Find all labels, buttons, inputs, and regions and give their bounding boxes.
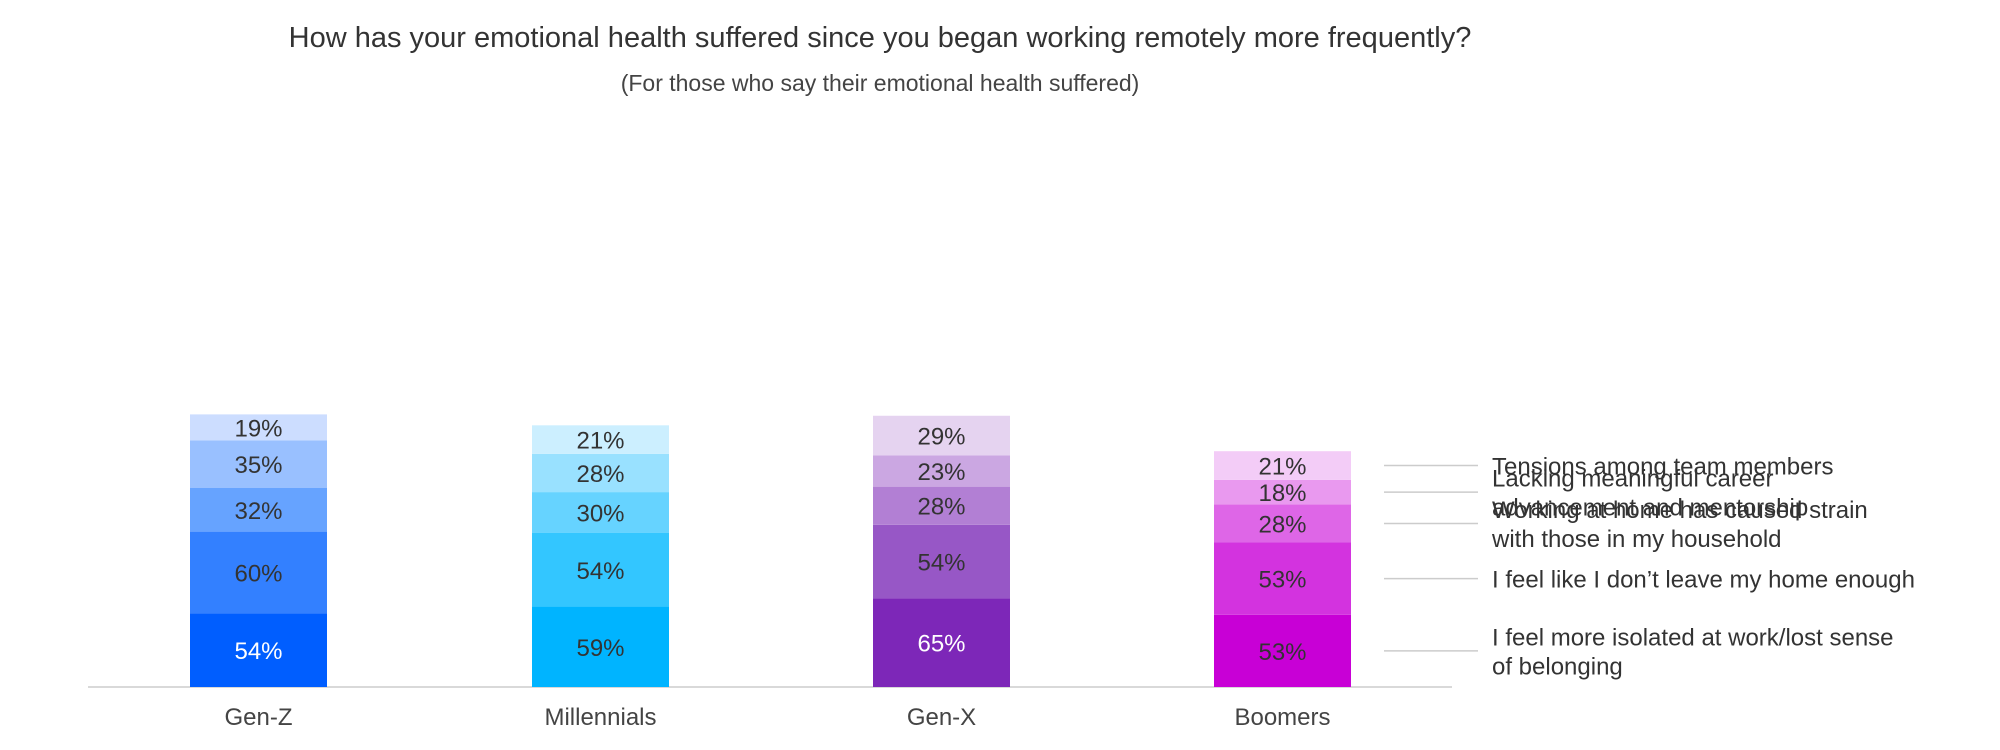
data-label: 54% — [234, 638, 282, 665]
bar-segment-millennials-4 — [532, 453, 669, 493]
x-tick-label: Gen-X — [907, 704, 976, 731]
legend-label: I feel like I don’t leave my home enough — [1492, 567, 1915, 594]
bar-segment-millennials-1 — [532, 606, 669, 687]
bar-segment-boomers-3 — [1214, 504, 1351, 543]
bar-segment-millennials-2 — [532, 532, 669, 607]
data-label: 19% — [234, 415, 282, 442]
data-label: 29% — [917, 424, 965, 451]
bar-segment-gen-x-3 — [873, 486, 1010, 525]
data-label: 28% — [917, 494, 965, 521]
bar-segment-gen-x-5 — [873, 415, 1010, 456]
legend-label: I feel more isolated at work/lost sense — [1492, 624, 1894, 651]
x-tick-label: Gen-Z — [224, 704, 292, 731]
bar-segment-boomers-1 — [1214, 614, 1351, 687]
data-label: 60% — [234, 561, 282, 588]
data-label: 23% — [917, 459, 965, 486]
bar-segment-boomers-4 — [1214, 479, 1351, 505]
legend-label: Working at home has caused strain — [1492, 497, 1868, 524]
bar-segment-gen-z-4 — [190, 440, 327, 489]
data-label: 18% — [1258, 480, 1306, 507]
data-label: 32% — [234, 498, 282, 525]
bar-segment-gen-x-4 — [873, 455, 1010, 487]
bar-segment-gen-z-5 — [190, 414, 327, 441]
data-label: 65% — [917, 631, 965, 658]
data-label: 35% — [234, 452, 282, 479]
data-label: 28% — [576, 461, 624, 488]
bar-segment-gen-x-2 — [873, 524, 1010, 599]
legend-label: with those in my household — [1491, 526, 1782, 553]
legend-label: of belonging — [1492, 653, 1623, 680]
data-label: 30% — [576, 501, 624, 528]
data-label: 53% — [1258, 567, 1306, 594]
data-label: 53% — [1258, 639, 1306, 666]
bar-segment-gen-x-1 — [873, 598, 1010, 687]
bar-segment-gen-z-3 — [190, 488, 327, 532]
x-tick-label: Millennials — [544, 704, 656, 731]
legend-label: Lacking meaningful career — [1492, 466, 1774, 493]
chart-title: How has your emotional health suffered s… — [288, 22, 1472, 54]
data-label: 54% — [576, 558, 624, 585]
bar-segment-gen-z-1 — [190, 613, 327, 687]
chart-subtitle: (For those who say their emotional healt… — [620, 70, 1140, 96]
bar-segment-boomers-5 — [1214, 451, 1351, 480]
x-tick-label: Boomers — [1234, 704, 1330, 731]
data-label: 21% — [576, 428, 624, 455]
bar-segment-millennials-3 — [532, 492, 669, 533]
data-label: 28% — [1258, 511, 1306, 538]
bar-segment-boomers-2 — [1214, 542, 1351, 615]
data-label: 54% — [917, 550, 965, 577]
bar-segment-millennials-5 — [532, 425, 669, 454]
legend-label: advancement and mentorship — [1492, 495, 1808, 522]
data-label: 59% — [576, 635, 624, 662]
data-label: 21% — [1258, 454, 1306, 481]
legend-label: Tensions among team members — [1492, 454, 1833, 481]
bar-segment-gen-z-2 — [190, 531, 327, 614]
